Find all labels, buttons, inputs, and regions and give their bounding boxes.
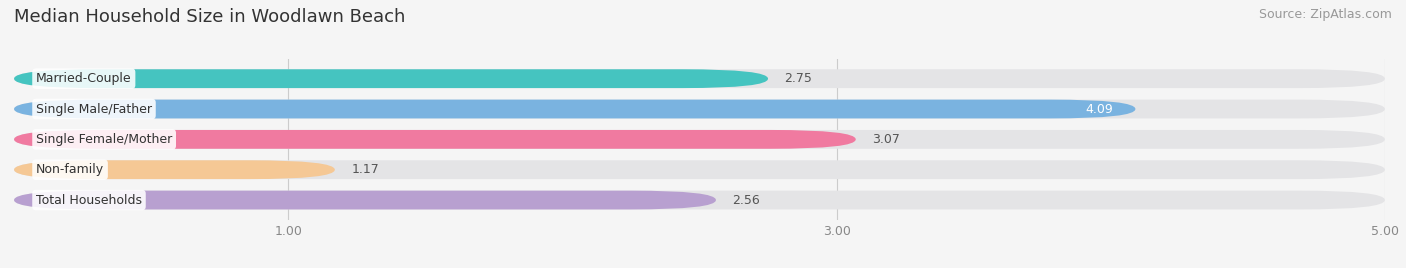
Text: Total Households: Total Households xyxy=(37,193,142,207)
FancyBboxPatch shape xyxy=(14,191,716,210)
FancyBboxPatch shape xyxy=(14,100,1385,118)
FancyBboxPatch shape xyxy=(14,100,1136,118)
Text: 2.75: 2.75 xyxy=(785,72,813,85)
Text: 2.56: 2.56 xyxy=(733,193,761,207)
Text: Source: ZipAtlas.com: Source: ZipAtlas.com xyxy=(1258,8,1392,21)
Text: 4.09: 4.09 xyxy=(1085,103,1114,116)
Text: Married-Couple: Married-Couple xyxy=(37,72,132,85)
Text: Single Female/Mother: Single Female/Mother xyxy=(37,133,173,146)
FancyBboxPatch shape xyxy=(14,130,1385,149)
FancyBboxPatch shape xyxy=(14,191,1385,210)
Text: 1.17: 1.17 xyxy=(352,163,380,176)
Text: 3.07: 3.07 xyxy=(872,133,900,146)
Text: Single Male/Father: Single Male/Father xyxy=(37,103,152,116)
Text: Non-family: Non-family xyxy=(37,163,104,176)
FancyBboxPatch shape xyxy=(14,160,1385,179)
FancyBboxPatch shape xyxy=(14,69,768,88)
Text: Median Household Size in Woodlawn Beach: Median Household Size in Woodlawn Beach xyxy=(14,8,405,26)
FancyBboxPatch shape xyxy=(14,160,335,179)
FancyBboxPatch shape xyxy=(14,69,1385,88)
FancyBboxPatch shape xyxy=(14,130,856,149)
